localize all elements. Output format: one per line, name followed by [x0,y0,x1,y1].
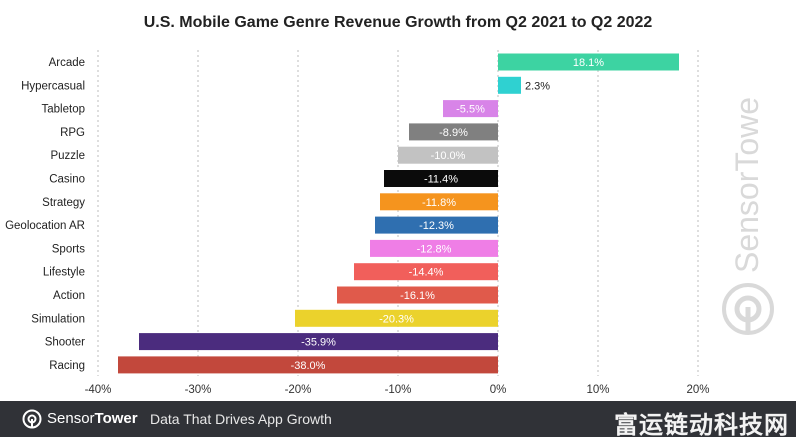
x-tick-label: 10% [586,384,609,396]
bar-lifestyle [354,263,498,281]
bar-sports [370,239,498,257]
bar-shooter [139,333,498,351]
footer-tagline: Data That Drives App Growth [150,411,332,427]
x-tick-label: 20% [686,384,709,396]
category-label: Lifestyle [43,267,85,279]
chart-title: U.S. Mobile Game Genre Revenue Growth fr… [143,14,653,31]
value-label: 18.1% [573,57,604,69]
x-tick-label: -30% [185,384,212,396]
value-label: -20.3% [379,313,414,325]
category-label: Hypercasual [21,80,85,92]
bar-hypercasual [498,76,521,94]
category-label: Geolocation AR [5,220,85,232]
category-label: Sports [52,243,85,255]
category-label: Shooter [45,337,85,349]
bar-rpg [409,123,498,141]
footer-brand-regular: Sensor [47,410,95,427]
category-label: Simulation [31,313,85,325]
value-label: -12.8% [417,243,452,255]
footer-watermark-stamp: 富运链动科技网 [614,411,789,439]
category-label: Puzzle [50,150,85,162]
category-label: Racing [49,360,85,372]
bar-casino [384,170,498,187]
footer-bar: SensorTower Data That Drives App Growth … [0,401,796,439]
x-tick-label: -40% [85,384,112,396]
bar-racing [118,356,498,374]
category-labels: Arcade Hypercasual Tabletop RPG Puzzle Casino… [5,57,85,372]
category-label: Casino [49,174,85,186]
bar-simulation [295,309,498,327]
bar-strategy [380,193,498,211]
x-tick-label: -20% [285,384,312,396]
x-axis-ticks: -40% -30% -20% -10% 0% 10% 20% [85,384,710,396]
bar-tabletop [443,100,498,118]
bars: 18.1% 2.3% -5.5% -8.9% -10.0% -11.4% -11.8% -12… [118,53,679,374]
bar-chart: 18.1% 2.3% -5.5% -8.9% -10.0% -11.4% -11.8% -12… [5,50,710,396]
bar-puzzle [398,146,498,164]
gridlines [97,50,699,376]
value-label: -35.9% [301,337,336,349]
bar-geolocation-ar [375,216,498,234]
value-label: -10.0% [431,150,466,162]
footer-brand-bold: Tower [94,410,138,427]
value-label: -8.9% [439,127,468,139]
value-label: -38.0% [291,360,326,372]
category-label: Tabletop [42,104,85,116]
x-tick-label: 0% [490,384,507,396]
sensortower-watermark: SensorTower [718,86,778,340]
bar-arcade [498,53,679,71]
value-label: -11.4% [424,174,458,186]
value-label: -11.8% [422,197,456,209]
value-label: -14.4% [409,267,444,279]
sensortower-logo-icon [22,409,42,429]
category-label: Strategy [42,197,85,209]
value-label: -16.1% [400,290,435,302]
footer-brand: SensorTower [47,410,138,427]
x-tick-label: -10% [385,384,412,396]
category-label: Action [53,290,85,302]
value-label: -12.3% [419,220,454,232]
watermark-text: SensorTower [729,95,765,273]
category-label: RPG [60,127,85,139]
value-label: -5.5% [456,104,485,116]
category-label: Arcade [49,57,85,69]
sensortower-logo-icon [722,283,774,335]
value-label: 2.3% [525,80,550,92]
bar-action [337,286,498,304]
